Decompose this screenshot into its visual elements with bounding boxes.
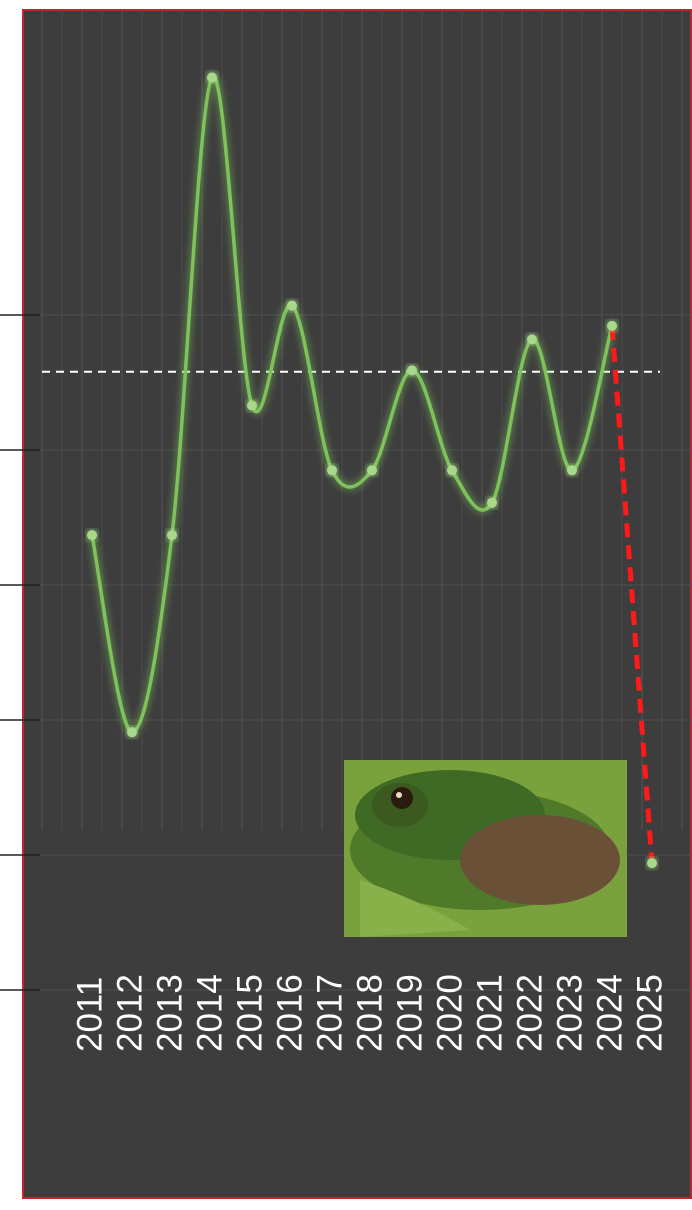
- x-tick-label: 2015: [230, 974, 269, 1052]
- point: [247, 400, 257, 411]
- photo: [344, 760, 627, 937]
- x-tick-label: 2022: [510, 974, 549, 1052]
- point: [407, 365, 417, 376]
- point: [487, 497, 497, 508]
- point: [527, 334, 537, 345]
- point: [327, 465, 337, 476]
- x-tick-label: 2020: [430, 974, 469, 1052]
- forecast-line: [609, 325, 655, 864]
- point: [447, 465, 457, 476]
- point: [87, 530, 97, 541]
- x-tick-label: 2018: [350, 974, 389, 1052]
- x-tick-label: 2021: [470, 974, 509, 1052]
- x-tick-label: 2014: [190, 974, 229, 1052]
- x-tick-label: 2025: [630, 974, 669, 1052]
- x-tick-label: 2017: [310, 974, 349, 1052]
- point: [207, 72, 217, 83]
- point: [127, 727, 137, 738]
- x-tick-label: 2016: [270, 974, 309, 1052]
- x-tick-label: 2019: [390, 974, 429, 1052]
- x-tick-label: 2012: [110, 974, 149, 1052]
- point: [367, 465, 377, 476]
- x-tick-label: 2013: [150, 974, 189, 1052]
- x-tick-label: 2024: [590, 974, 629, 1052]
- x-tick-label: 2023: [550, 974, 589, 1052]
- point: [287, 300, 297, 311]
- point: [167, 530, 177, 541]
- point: [647, 858, 657, 869]
- plot-area: [22, 9, 692, 1199]
- point: [567, 465, 577, 476]
- point: [607, 320, 617, 331]
- x-tick-label: 2011: [70, 977, 109, 1052]
